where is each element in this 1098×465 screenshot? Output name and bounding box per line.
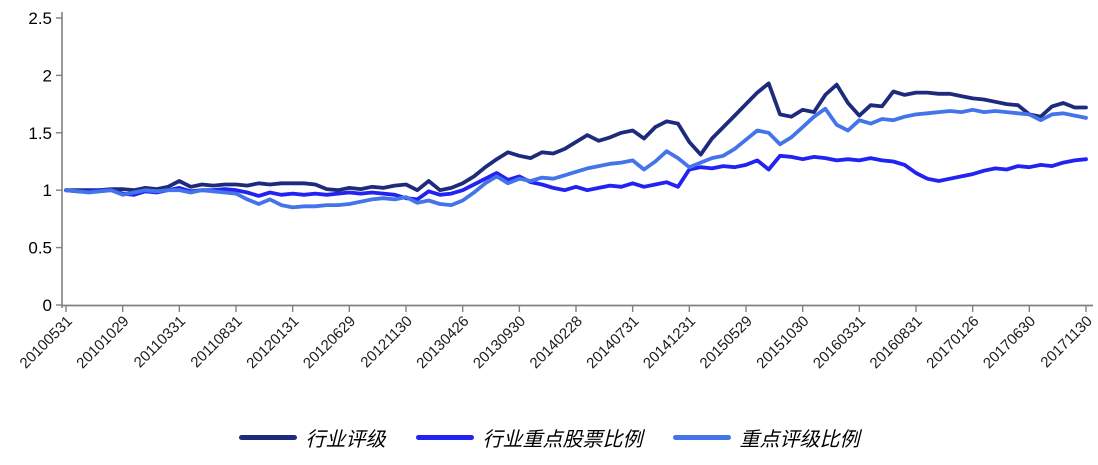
legend-swatch-key-rating-ratio xyxy=(672,435,731,440)
x-tick-label: 20170126 xyxy=(923,313,982,372)
x-tick-label: 20171130 xyxy=(1037,313,1095,371)
y-tick-label: 1.5 xyxy=(28,124,52,143)
chart-legend: 行业评级 行业重点股票比例 重点评级比例 xyxy=(0,423,1098,452)
legend-swatch-key-stock-ratio xyxy=(415,435,474,440)
legend-item-key-rating-ratio: 重点评级比例 xyxy=(672,423,860,452)
x-tick-label: 20141231 xyxy=(640,313,699,372)
series-line-key-stock-ratio xyxy=(64,153,1088,202)
y-tick-label: 1 xyxy=(43,181,52,200)
x-tick-label: 20101029 xyxy=(73,313,132,372)
x-tick-label: 20110831 xyxy=(187,313,245,371)
y-tick-label: 0 xyxy=(43,296,52,315)
x-tick-label: 20121130 xyxy=(357,313,415,371)
y-tick-label: 2 xyxy=(43,66,52,85)
chart-plot-area: 0 0.5 1 1.5 2 2.5 2010053120101029201103312011… xyxy=(17,9,1096,372)
y-tick-label: 2.5 xyxy=(28,9,52,28)
x-tick-label: 20110331 xyxy=(131,313,189,371)
legend-swatch-industry-rating xyxy=(238,435,297,440)
series-line-industry-rating xyxy=(64,81,1088,193)
legend-label-key-rating-ratio: 重点评级比例 xyxy=(739,427,860,451)
x-tick-label: 20150529 xyxy=(697,313,756,372)
x-tick-label: 20130426 xyxy=(413,313,472,372)
legend-item-key-stock-ratio: 行业重点股票比例 xyxy=(415,423,643,452)
x-tick-label: 20140228 xyxy=(527,313,586,372)
series-line-key-rating-ratio xyxy=(64,106,1088,210)
x-tick-label: 20120131 xyxy=(243,313,302,372)
x-tick-label: 20130930 xyxy=(470,313,529,372)
x-tick-label: 20160331 xyxy=(810,313,869,372)
x-tick-label: 20100531 xyxy=(17,313,76,372)
y-tick-label: 0.5 xyxy=(28,239,52,258)
x-tick-label: 20120629 xyxy=(300,313,359,372)
x-tick-label: 20170630 xyxy=(980,313,1039,372)
legend-label-key-stock-ratio: 行业重点股票比例 xyxy=(482,427,643,451)
x-tick-label: 20140731 xyxy=(583,313,642,372)
x-tick-label: 20151030 xyxy=(753,313,812,372)
legend-label-industry-rating: 行业评级 xyxy=(305,427,386,451)
legend-item-industry-rating: 行业评级 xyxy=(238,423,386,452)
x-tick-label: 20160831 xyxy=(867,313,926,372)
